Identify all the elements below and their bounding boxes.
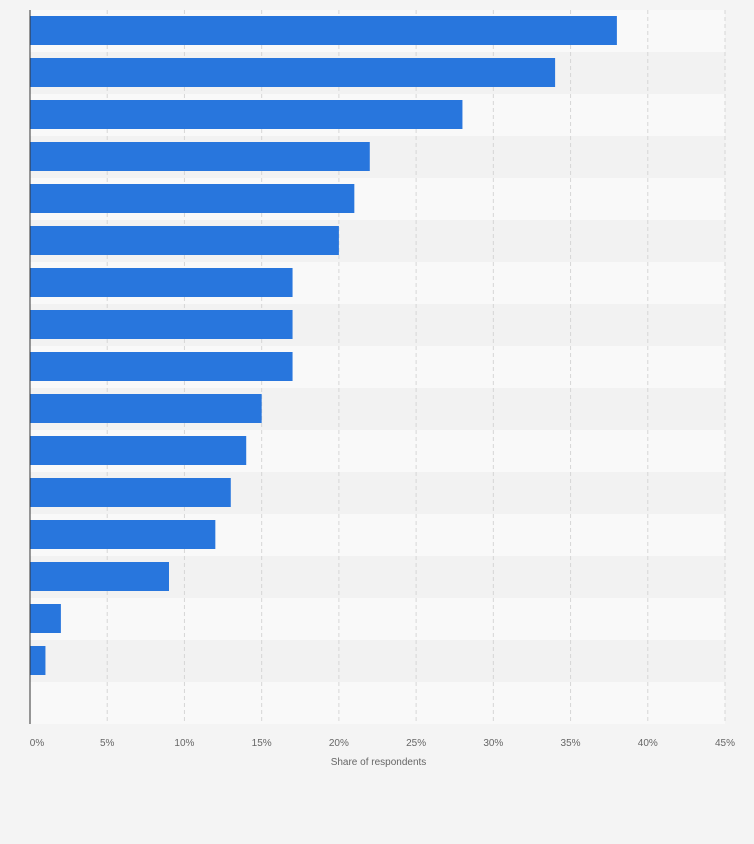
- bar[interactable]: [30, 520, 216, 549]
- bar[interactable]: [30, 646, 46, 675]
- bar[interactable]: [30, 478, 231, 507]
- x-axis-title: Share of respondents: [331, 757, 427, 768]
- x-tick-label: 30%: [483, 738, 503, 749]
- x-tick-label: 0%: [30, 738, 45, 749]
- row-band: [30, 640, 725, 682]
- bar[interactable]: [30, 100, 463, 129]
- bars: [30, 16, 617, 675]
- bar[interactable]: [30, 268, 293, 297]
- bar[interactable]: [30, 394, 262, 423]
- bar[interactable]: [30, 142, 370, 171]
- bar[interactable]: [30, 16, 617, 45]
- bar[interactable]: [30, 226, 339, 255]
- x-tick-label: 25%: [406, 738, 426, 749]
- bar[interactable]: [30, 436, 247, 465]
- bar[interactable]: [30, 184, 355, 213]
- row-band: [30, 598, 725, 640]
- x-tick-label: 15%: [252, 738, 272, 749]
- row-band: [30, 682, 725, 724]
- x-tick-label: 40%: [638, 738, 658, 749]
- bar[interactable]: [30, 310, 293, 339]
- x-tick-label: 5%: [100, 738, 115, 749]
- x-tick-label: 35%: [561, 738, 581, 749]
- bar[interactable]: [30, 604, 61, 633]
- bar[interactable]: [30, 58, 556, 87]
- x-tick-label: 10%: [174, 738, 194, 749]
- bar[interactable]: [30, 562, 169, 591]
- bar[interactable]: [30, 352, 293, 381]
- x-tick-label: 20%: [329, 738, 349, 749]
- x-tick-label: 45%: [715, 738, 735, 749]
- x-axis-ticks: 0% 5% 10% 15% 20% 25% 30% 35% 40% 45%: [30, 738, 735, 749]
